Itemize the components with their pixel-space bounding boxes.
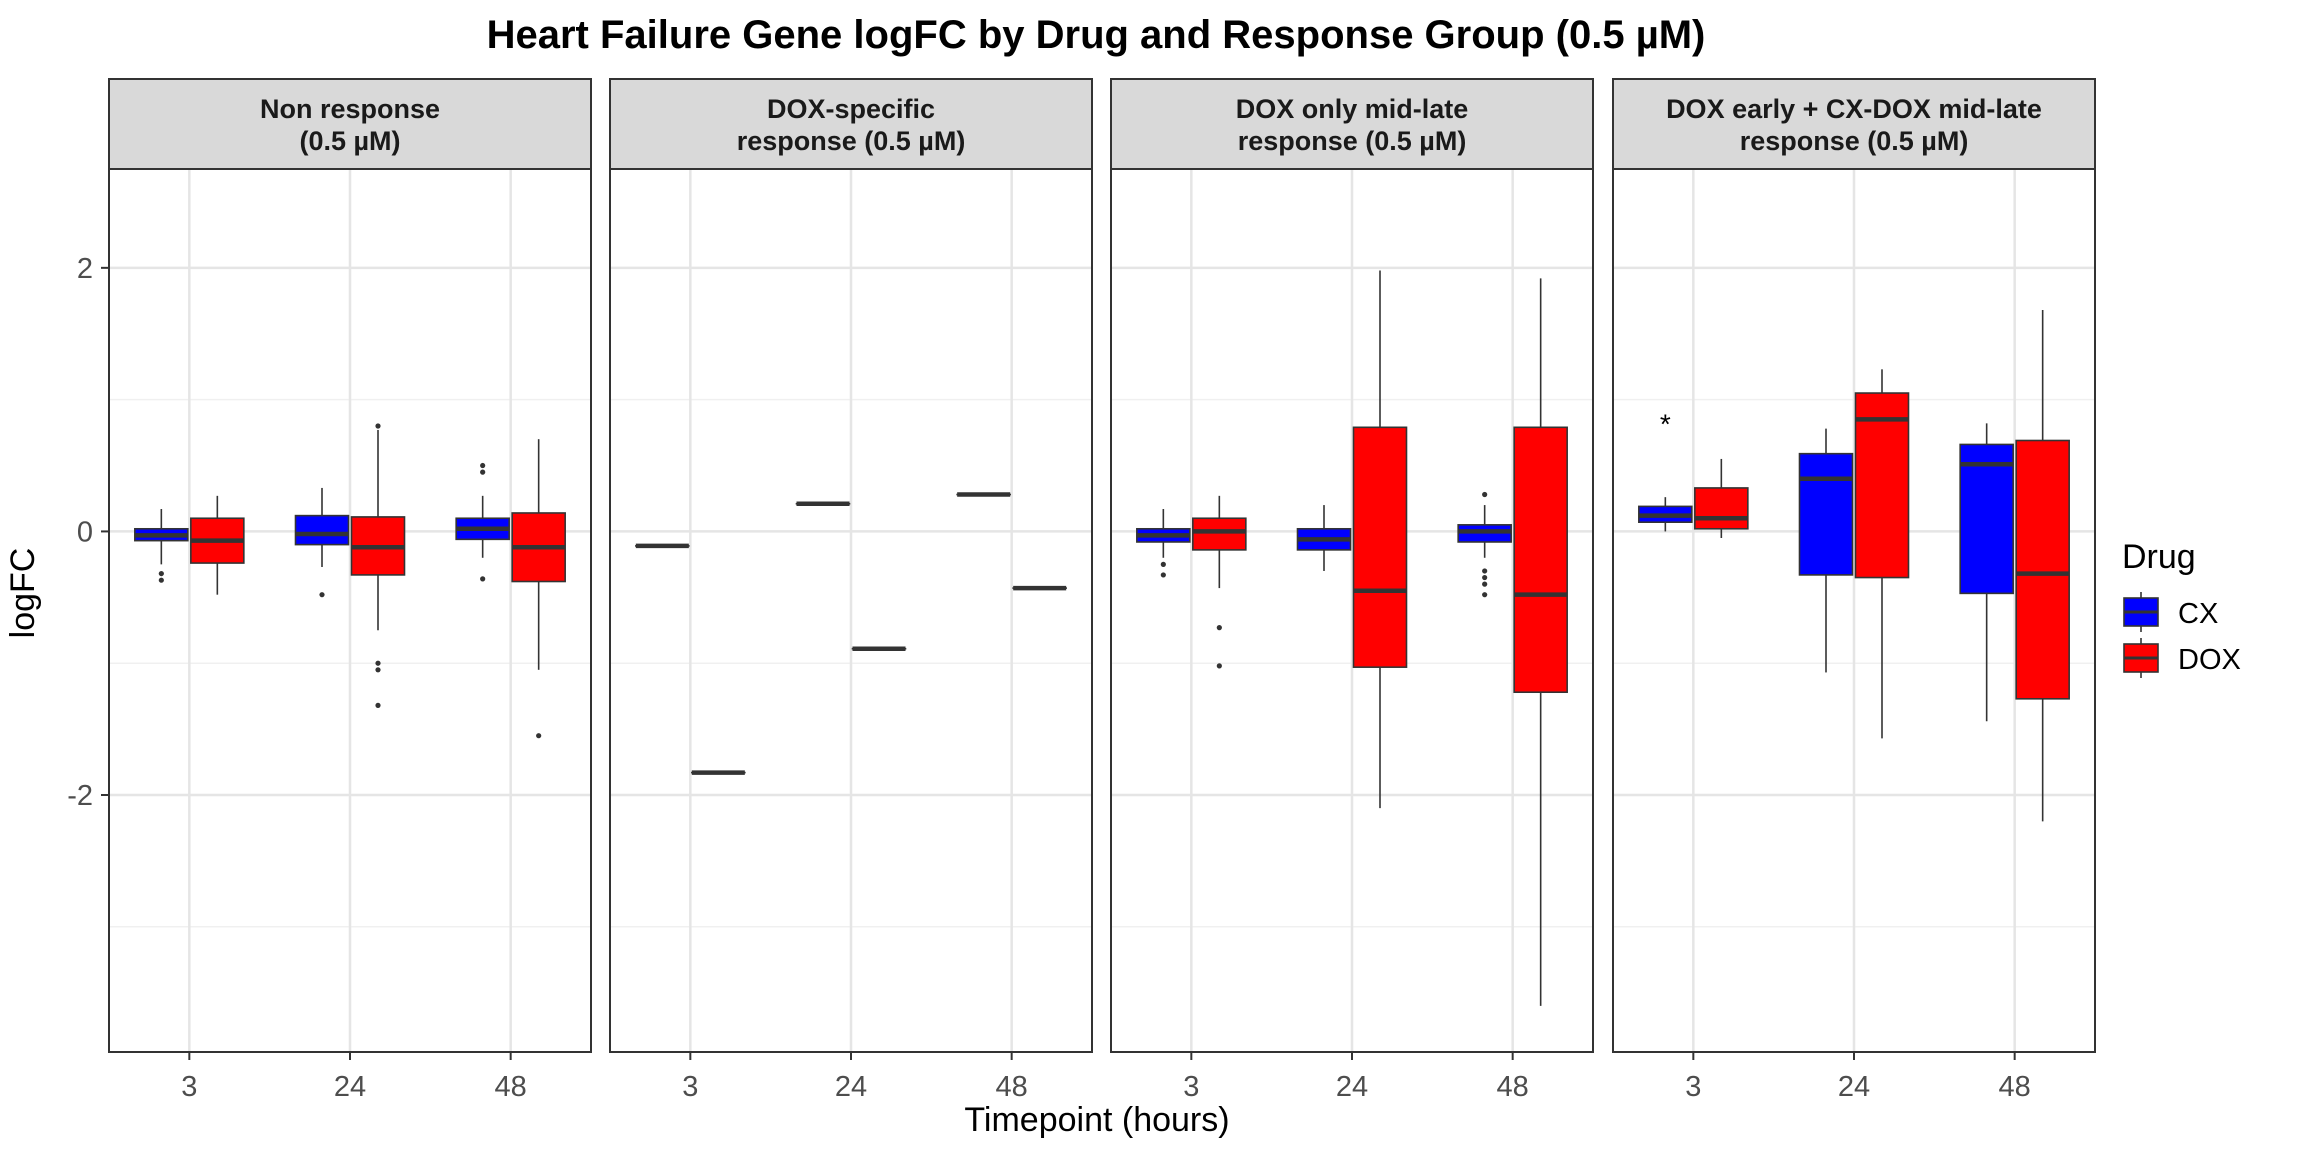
box-body (294, 514, 350, 546)
outlier-point (1482, 568, 1488, 574)
legend: Drug CX DOX (2122, 538, 2241, 678)
facet-strip (108, 78, 592, 170)
outlier-point (375, 667, 381, 673)
facet-strip-label: DOX only mid-late (1236, 94, 1469, 124)
outlier-point (1216, 625, 1222, 631)
box-body (1192, 517, 1247, 551)
x-tick-label: 3 (181, 1071, 197, 1103)
outlier-point (1482, 491, 1488, 498)
legend-item-dox: DOX (2123, 638, 2241, 678)
outlier-point (1216, 663, 1222, 669)
x-tick-label: 3 (682, 1071, 698, 1103)
x-tick-label: 24 (1838, 1071, 1870, 1103)
outlier-point (158, 577, 164, 583)
x-tick-label: 48 (1497, 1071, 1529, 1103)
outlier-point (480, 462, 486, 469)
legend-label: CX (2178, 598, 2218, 630)
box-cx-3h (1136, 509, 1191, 578)
box-dox-3h (1694, 458, 1749, 539)
box-cx-24h (1798, 428, 1854, 673)
y-axis: 2 0 -2 (67, 253, 109, 812)
legend-title: Drug (2122, 538, 2196, 576)
y-tick-label: -2 (67, 780, 93, 812)
x-tick-label: 3 (1183, 1071, 1199, 1103)
box-dox-48h (511, 439, 566, 739)
facet-strip-label: response (0.5 µM) (1238, 126, 1467, 156)
y-axis-label: logFC (4, 548, 42, 639)
x-tick-label: 48 (495, 1071, 527, 1103)
box-cx-3h (134, 509, 189, 583)
box-cx-3h (1638, 497, 1693, 532)
box-body (1352, 426, 1408, 668)
outlier-point (319, 592, 325, 598)
x-axis-label: Timepoint (hours) (964, 1101, 1229, 1139)
facet-strip-label: DOX early + CX-DOX mid-late (1666, 94, 2042, 124)
outlier-point (1482, 592, 1488, 598)
y-tick-label: 0 (77, 516, 93, 548)
box-dox-48h (2015, 310, 2070, 822)
box-body (1694, 487, 1749, 530)
outlier-point (1160, 561, 1166, 567)
y-tick-label: 2 (77, 253, 93, 285)
outlier-point (1160, 572, 1166, 578)
facet-strip-label: (0.5 µM) (299, 126, 400, 156)
box-body (1854, 392, 1910, 579)
box-body (1959, 443, 2014, 595)
box-dox-3h (190, 495, 245, 595)
outlier-point (375, 702, 381, 708)
box-body (1513, 426, 1568, 694)
outlier-point (480, 469, 486, 475)
box-cx-24h (294, 487, 350, 598)
x-tick-label: 24 (334, 1071, 366, 1103)
box-body (1798, 452, 1854, 576)
x-tick-label: 48 (996, 1071, 1028, 1103)
x-tick-label: 48 (1999, 1071, 2031, 1103)
outlier-point (375, 660, 381, 666)
facet-panel: Non response(0.5 µM) 3 24 48 (108, 78, 592, 1103)
significance-annotation: * (1660, 408, 1671, 439)
outlier-point (536, 733, 542, 739)
x-tick-label: 3 (1685, 1071, 1701, 1103)
box-cx-48h (455, 462, 510, 582)
box-dox-24h (1352, 270, 1408, 809)
box-dox-3h (1192, 495, 1247, 669)
chart-title: Heart Failure Gene logFC by Drug and Res… (487, 13, 1706, 57)
outlier-point (375, 423, 381, 429)
box-dox-24h (1854, 369, 1910, 739)
box-dox-24h (350, 423, 406, 708)
box-dox-48h (1513, 278, 1568, 1006)
x-tick-label: 24 (835, 1071, 867, 1103)
facet-strip-label: response (0.5 µM) (737, 126, 966, 156)
outlier-point (158, 570, 164, 577)
facet-strip-label: Non response (260, 94, 440, 124)
x-tick-label: 24 (1336, 1071, 1368, 1103)
box-cx-48h (1959, 423, 2014, 722)
facet-strip (609, 78, 1093, 170)
legend-item-cx: CX (2123, 592, 2218, 632)
box-body (2015, 439, 2070, 700)
outlier-point (1482, 581, 1488, 587)
box-cx-24h (1296, 505, 1352, 571)
facet-strip-label: response (0.5 µM) (1740, 126, 1969, 156)
outlier-point (480, 576, 486, 582)
facet-strip-label: DOX-specific (767, 94, 935, 124)
facet-strip (1110, 78, 1594, 170)
legend-label: DOX (2178, 644, 2241, 676)
facet-strip (1612, 78, 2096, 170)
facet-panels: Non response(0.5 µM)3 24 48DOX-specificres… (108, 78, 2096, 1103)
box-cx-48h (1457, 491, 1512, 598)
outlier-point (1482, 574, 1488, 581)
